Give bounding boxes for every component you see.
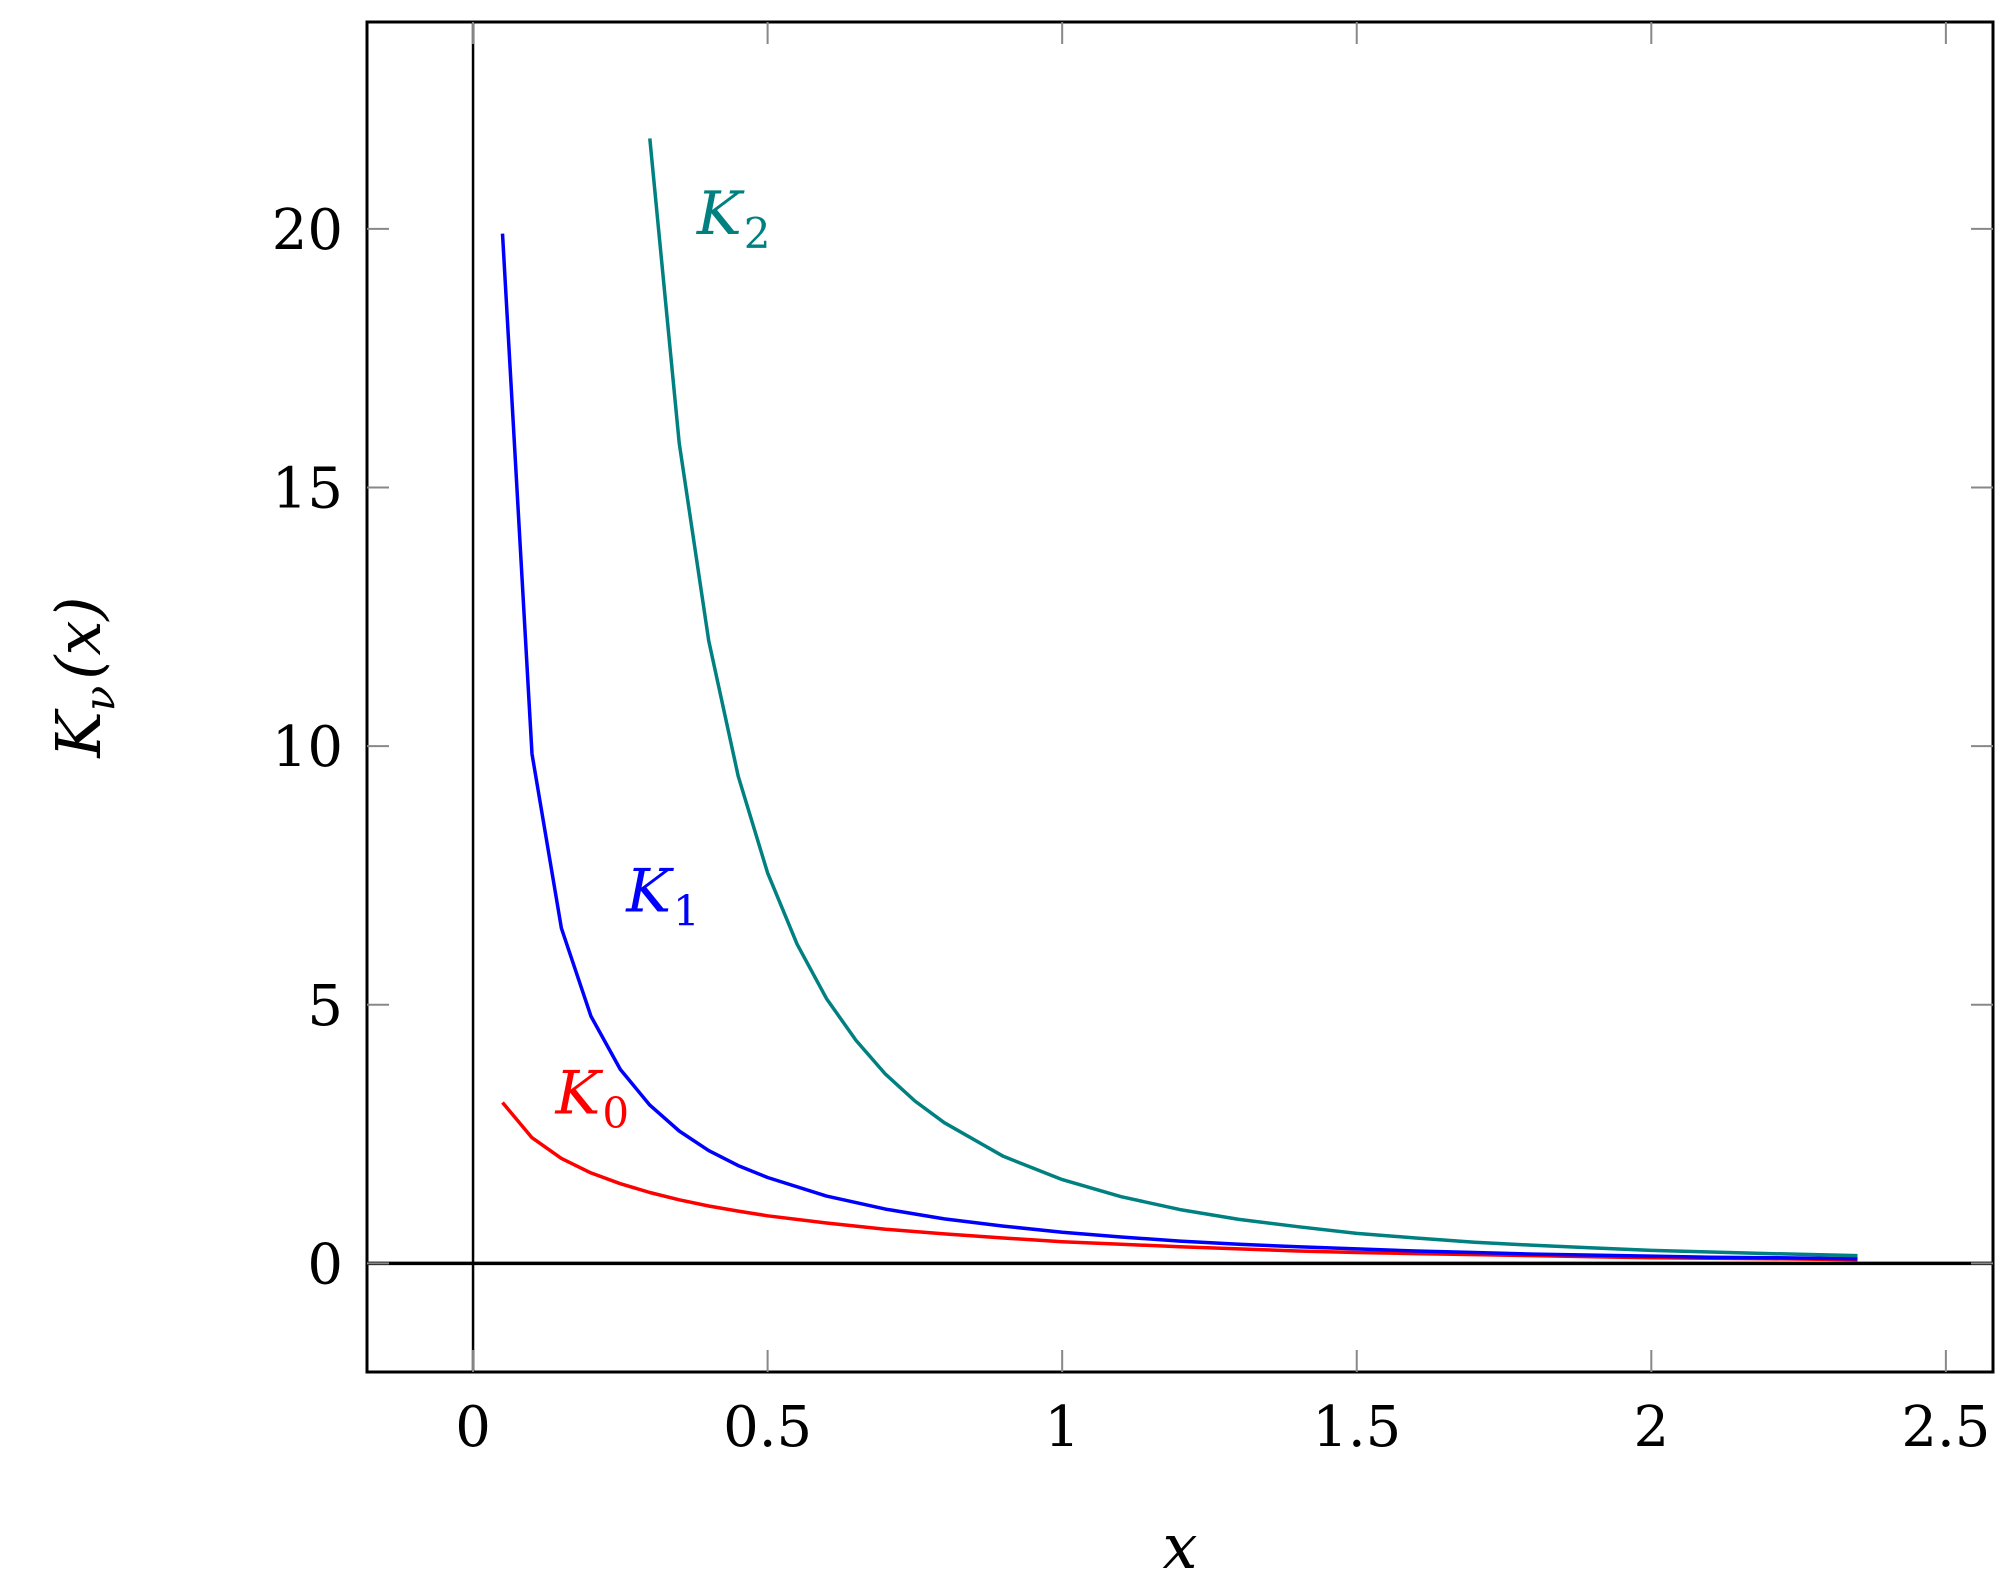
y-tick-label: 5 bbox=[307, 974, 343, 1039]
plot-marks bbox=[367, 22, 1993, 1372]
plot-frame bbox=[365, 20, 1995, 1374]
axis-labels: K0 K1 K2 0 0.5 1 1.5 2 2.5 0 5 10 15 20 x Kν(x) bbox=[42, 179, 1990, 1583]
axis-ticks bbox=[367, 22, 1993, 1372]
x-tick-label: 0 bbox=[455, 1395, 491, 1460]
x-tick-label: 1 bbox=[1044, 1395, 1080, 1460]
x-tick-label: 2.5 bbox=[1901, 1395, 1990, 1460]
x-tick-label: 1.5 bbox=[1312, 1395, 1401, 1460]
series-label-k2: K2 bbox=[696, 179, 771, 258]
x-axis-label: x bbox=[1163, 1510, 1198, 1583]
series-line-k0 bbox=[501, 1101, 1858, 1262]
series-line-k2 bbox=[648, 138, 1858, 1258]
x-tick-label: 2 bbox=[1633, 1395, 1669, 1460]
x-tick-label: 0.5 bbox=[723, 1395, 812, 1460]
series-label-k1: K1 bbox=[625, 857, 700, 936]
series-label-k0: K0 bbox=[555, 1058, 630, 1137]
y-tick-label: 15 bbox=[272, 457, 343, 522]
y-tick-label: 10 bbox=[272, 715, 343, 780]
y-tick-label: 0 bbox=[307, 1232, 343, 1297]
y-tick-label: 20 bbox=[272, 198, 343, 263]
y-axis-label: Kν(x) bbox=[42, 596, 124, 758]
series-line-k1 bbox=[500, 233, 1858, 1261]
